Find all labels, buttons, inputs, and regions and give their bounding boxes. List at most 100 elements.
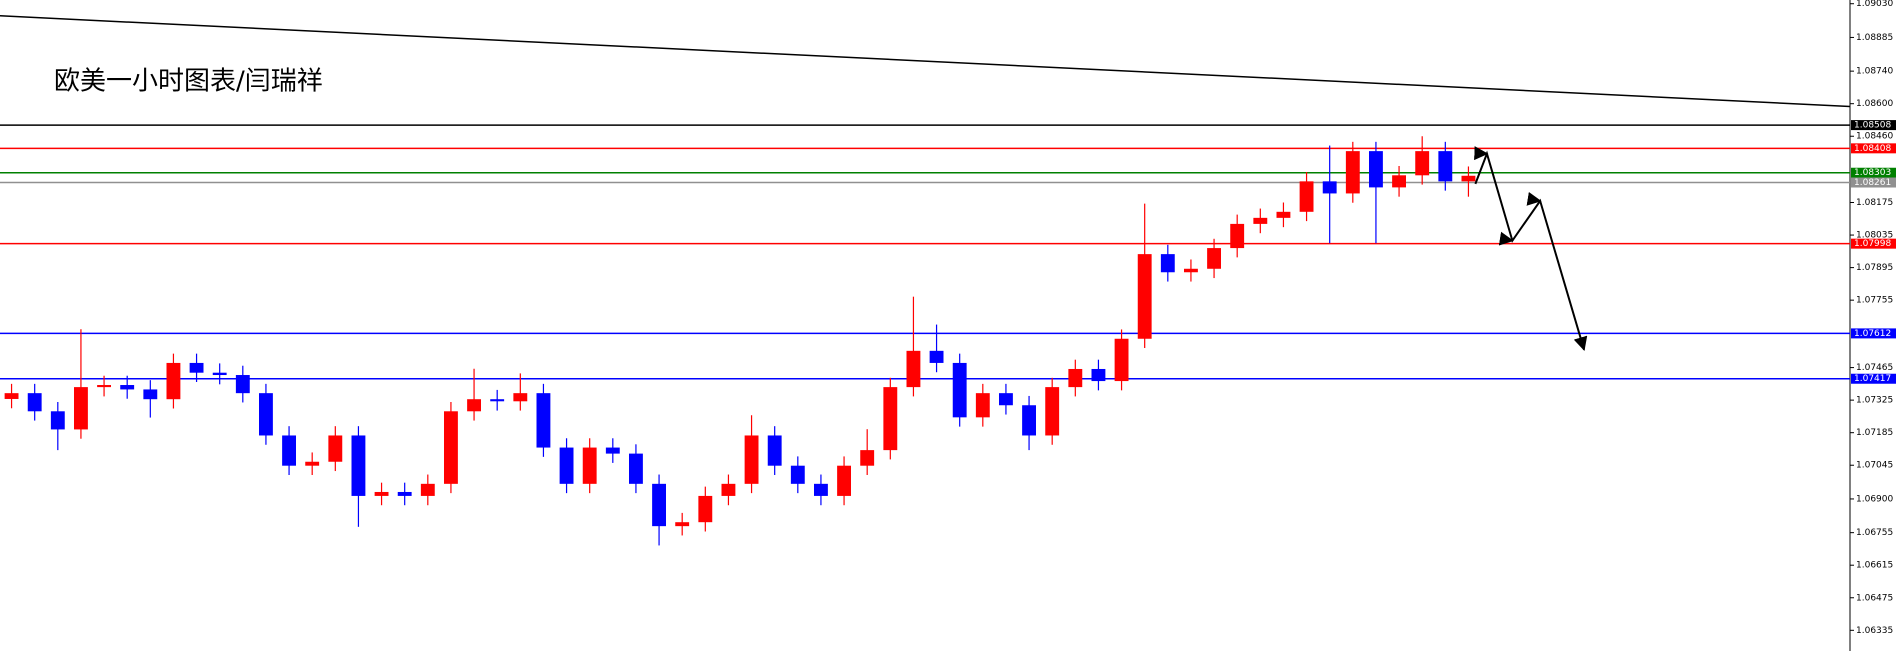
y-tick-label: 1.07325 [1856,396,1893,406]
y-tick-label: 1.08175 [1856,198,1893,208]
candle-body [166,362,181,400]
level-label-box [1851,328,1896,339]
candle-body [860,450,875,466]
level-label-box [1851,373,1896,384]
candle-body [328,435,343,462]
candle-body [1022,405,1036,436]
candle-body [1207,248,1221,269]
candle-body [1276,211,1291,218]
level-label-box [1851,167,1896,178]
candle-body [1322,181,1337,194]
y-tick-label: 1.07755 [1856,296,1893,306]
candle-body [1230,223,1245,249]
candle-body [744,435,759,484]
candle-body [282,435,296,466]
candle-body [883,387,898,451]
candle-body [1369,151,1383,188]
y-tick-label: 1.08885 [1856,33,1893,43]
y-tick-label: 1.07895 [1856,263,1893,273]
y-tick-label: 1.06475 [1856,593,1893,603]
candle-body [675,522,690,527]
y-tick-label: 1.08600 [1856,99,1893,109]
candle-body [259,393,273,436]
candle-body [1114,338,1129,382]
candle-body [513,393,528,402]
candle-body [420,483,435,496]
level-label: 1.07417 [1854,374,1891,384]
trendline [0,15,1851,108]
candle-body [305,461,320,466]
candle-body [143,389,158,400]
candle-body [698,495,713,523]
candle-body [1160,254,1175,273]
y-tick-label: 1.06335 [1856,626,1893,636]
y-tick-label: 1.07465 [1856,363,1893,373]
level-label: 1.08508 [1854,121,1891,131]
candle-body [74,387,88,430]
y-tick-label: 1.08740 [1856,67,1893,77]
candle-body [235,375,250,394]
candle-body [27,393,42,412]
candle-body [790,465,805,484]
level-label-box [1851,143,1896,154]
y-tick-label: 1.06900 [1856,494,1893,504]
candle-body [1091,368,1106,382]
level-label: 1.08261 [1854,178,1891,188]
y-tick-label: 1.06755 [1856,528,1893,538]
candle-body [629,453,643,484]
candle-body [97,385,111,388]
candle-body [1184,268,1198,273]
candle-body [721,483,736,496]
candle-body [906,350,921,388]
candle-body [374,491,389,496]
y-tick-label: 1.06615 [1856,561,1893,571]
y-tick-label: 1.09030 [1856,0,1893,9]
candle-body [929,350,944,363]
candle-body [837,465,851,496]
candle-body [351,435,366,496]
candle-body [814,483,828,496]
candle-body [1045,387,1060,436]
candle-body [467,399,481,412]
forecast-path [1474,146,1588,352]
candle-body [1461,175,1476,182]
candle-body [605,447,620,454]
candle-body [1068,368,1083,388]
level-label-box [1851,120,1896,131]
candle-body [1253,217,1268,224]
y-tick-label: 1.07045 [1856,461,1893,471]
candle-body [652,483,666,527]
candle-body [189,362,204,373]
candle-body [1438,151,1453,182]
candle-body [975,393,990,418]
candle-body [1345,151,1360,194]
candle-body [50,411,65,430]
candle-body [1415,151,1430,176]
y-tick-label: 1.07185 [1856,428,1893,438]
candle-body [536,393,551,448]
candle-body [397,491,412,496]
candle-body [582,447,597,484]
level-label-box [1851,177,1896,188]
candle-body [120,385,135,390]
y-tick-label: 1.08460 [1856,132,1893,142]
level-label-box [1851,238,1896,249]
candle-body [1137,254,1152,339]
candle-body [4,393,19,399]
candle-body [1392,175,1406,188]
candle-body [999,393,1013,406]
y-tick-label: 1.08035 [1856,231,1893,241]
chart-title: 欧美一小时图表/闫瑞祥 [54,67,323,97]
candle-body [212,372,227,376]
level-label: 1.08408 [1854,144,1891,154]
candle-body [767,435,782,466]
level-label: 1.08303 [1854,168,1891,178]
candle-body [1299,181,1314,212]
candle-body [952,362,967,418]
candle-body [444,411,458,484]
level-label: 1.07612 [1854,329,1891,339]
level-label: 1.07998 [1854,239,1891,249]
candle-body [490,399,505,402]
candle-body [559,447,574,484]
